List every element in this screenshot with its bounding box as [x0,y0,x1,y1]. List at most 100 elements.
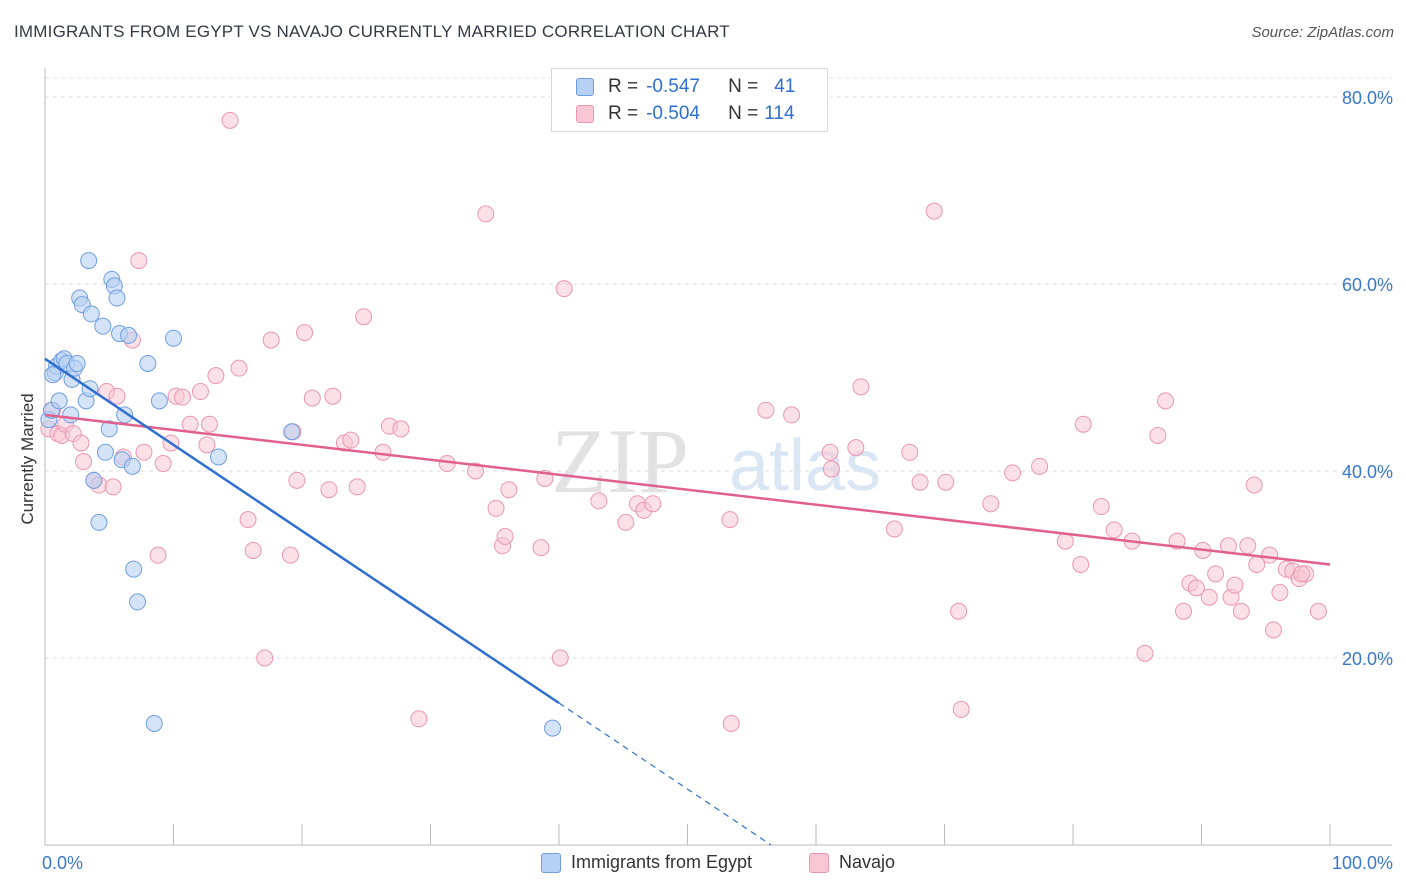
navajo-point [256,649,274,667]
navajo-point [135,443,153,461]
legend-swatch-blue [576,78,594,96]
navajo-point [1074,415,1092,433]
navajo-point [555,280,573,298]
navajo-point [477,205,495,223]
navajo-point [925,202,943,220]
navajo-trend-line [44,413,1331,566]
navajo-point [154,455,172,473]
navajo-point [221,111,239,129]
navajo-point [466,462,484,480]
navajo-point [911,473,929,491]
navajo-point [320,481,338,499]
navajo-point [757,401,775,419]
navajo-point [191,383,209,401]
egypt-point [544,719,562,737]
y-tick-label: 80.0% [1342,88,1393,108]
navajo-point [551,649,569,667]
egypt-point [150,392,168,410]
navajo-point [173,388,191,406]
navajo-point [590,492,608,510]
navajo-point [239,511,257,529]
navajo-point [1149,426,1167,444]
navajo-point [75,453,93,471]
navajo-point [982,495,1000,513]
navajo-point [1264,621,1282,639]
navajo-point [1232,602,1250,620]
egypt-point [209,448,227,466]
navajo-point [410,710,428,728]
navajo-point [262,331,280,349]
y-axis-label: Currently Married [18,393,37,524]
egypt-point [94,317,112,335]
navajo-point [822,460,840,478]
navajo-point [348,478,366,496]
navajo-point [200,415,218,433]
navajo-point [1187,579,1205,597]
trend-lines [44,357,1331,846]
legend-swatch-pink [576,105,594,123]
navajo-point [722,714,740,732]
navajo-point [885,520,903,538]
navajo-point [288,471,306,489]
egypt-point [125,560,143,578]
navajo-point [230,359,248,377]
egypt-point [50,392,68,410]
navajo-point [181,415,199,433]
navajo-point [821,443,839,461]
navajo-point [1309,602,1327,620]
navajo-point [847,439,865,457]
chart-title: IMMIGRANTS FROM EGYPT VS NAVAJO CURRENTL… [14,22,730,41]
navajo-point [1239,537,1257,555]
navajo-point [149,546,167,564]
correlation-legend: R = -0.547 N = 41 R = -0.504 N = 114 [551,68,828,132]
navajo-point [721,511,739,529]
navajo-point [281,546,299,564]
egypt-point [165,329,182,347]
egypt-trend-extension [558,702,772,846]
navajo-point [244,541,262,559]
watermark-atlas: atlas [729,426,881,506]
legend-r-value: -0.504 [646,103,700,124]
legend-row-navajo: R = -0.504 N = 114 [576,102,795,126]
egypt-point [129,593,147,611]
navajo-point [104,478,122,496]
navajo-point [374,443,392,461]
egypt-point [100,420,118,438]
navajo-point [72,434,90,452]
navajo-point [355,308,373,326]
navajo-point [852,378,870,396]
egypt-point [120,326,138,344]
navajo-point [198,436,216,454]
bottom-legend-egypt: Immigrants from Egypt [541,852,752,873]
egypt-point [139,354,157,372]
tick-labels: 20.0% 40.0% 60.0% 80.0% 0.0% 100.0% [42,88,1393,873]
navajo-point [950,602,968,620]
egypt-point [68,354,86,372]
navajo-point [108,387,126,405]
egypt-trend-line [44,357,560,705]
egypt-point [80,252,98,270]
legend-r-value: -0.547 [646,76,700,97]
navajo-point [1271,584,1289,602]
egypt-point [145,714,163,732]
egypt-point [44,366,62,384]
navajo-point [1157,392,1175,410]
navajo-point [296,324,314,342]
legend-n-label: N = [728,76,759,97]
navajo-point [392,420,410,438]
legend-n-value: 41 [774,76,796,97]
egypt-point [108,289,126,307]
navajo-point [901,443,919,461]
x-tick-label: 100.0% [1332,853,1393,873]
x-tick-label: 0.0% [42,853,83,873]
egypt-point [85,471,103,489]
navajo-point [937,473,955,491]
navajo-point [1031,457,1049,475]
navajo-points [40,111,1327,732]
navajo-point [644,495,662,513]
navajo-point [532,539,550,557]
navajo-point [783,406,801,424]
navajo-point [500,481,518,499]
bottom-legend-navajo-label: Navajo [839,852,896,872]
y-tick-label: 40.0% [1342,462,1393,482]
